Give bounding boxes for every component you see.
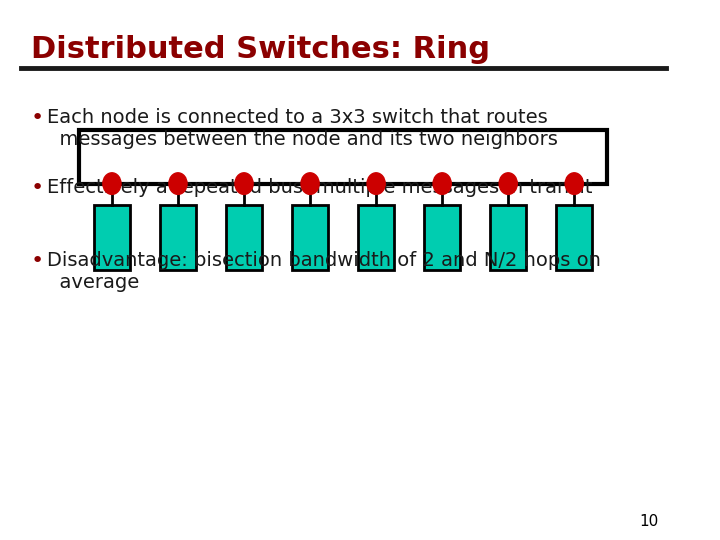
- Ellipse shape: [367, 173, 385, 194]
- Text: •: •: [31, 251, 44, 271]
- FancyBboxPatch shape: [490, 205, 526, 270]
- Text: •: •: [31, 178, 44, 198]
- FancyBboxPatch shape: [94, 205, 130, 270]
- Ellipse shape: [103, 173, 121, 194]
- FancyBboxPatch shape: [160, 205, 196, 270]
- Ellipse shape: [301, 173, 319, 194]
- Text: 10: 10: [639, 514, 659, 529]
- FancyBboxPatch shape: [358, 205, 395, 270]
- FancyBboxPatch shape: [556, 205, 593, 270]
- Text: Disadvantage: bisection bandwidth of 2 and N/2 hops on
  average: Disadvantage: bisection bandwidth of 2 a…: [47, 251, 600, 292]
- FancyBboxPatch shape: [292, 205, 328, 270]
- FancyBboxPatch shape: [226, 205, 262, 270]
- FancyBboxPatch shape: [79, 130, 607, 184]
- Ellipse shape: [235, 173, 253, 194]
- FancyBboxPatch shape: [424, 205, 460, 270]
- Ellipse shape: [499, 173, 517, 194]
- Text: Each node is connected to a 3x3 switch that routes
  messages between the node a: Each node is connected to a 3x3 switch t…: [47, 108, 557, 149]
- Text: •: •: [31, 108, 44, 128]
- Text: Effectively a repeated bus: multiple messages in transit: Effectively a repeated bus: multiple mes…: [47, 178, 592, 197]
- Ellipse shape: [565, 173, 583, 194]
- Ellipse shape: [433, 173, 451, 194]
- Ellipse shape: [169, 173, 187, 194]
- Text: Distributed Switches: Ring: Distributed Switches: Ring: [31, 35, 490, 64]
